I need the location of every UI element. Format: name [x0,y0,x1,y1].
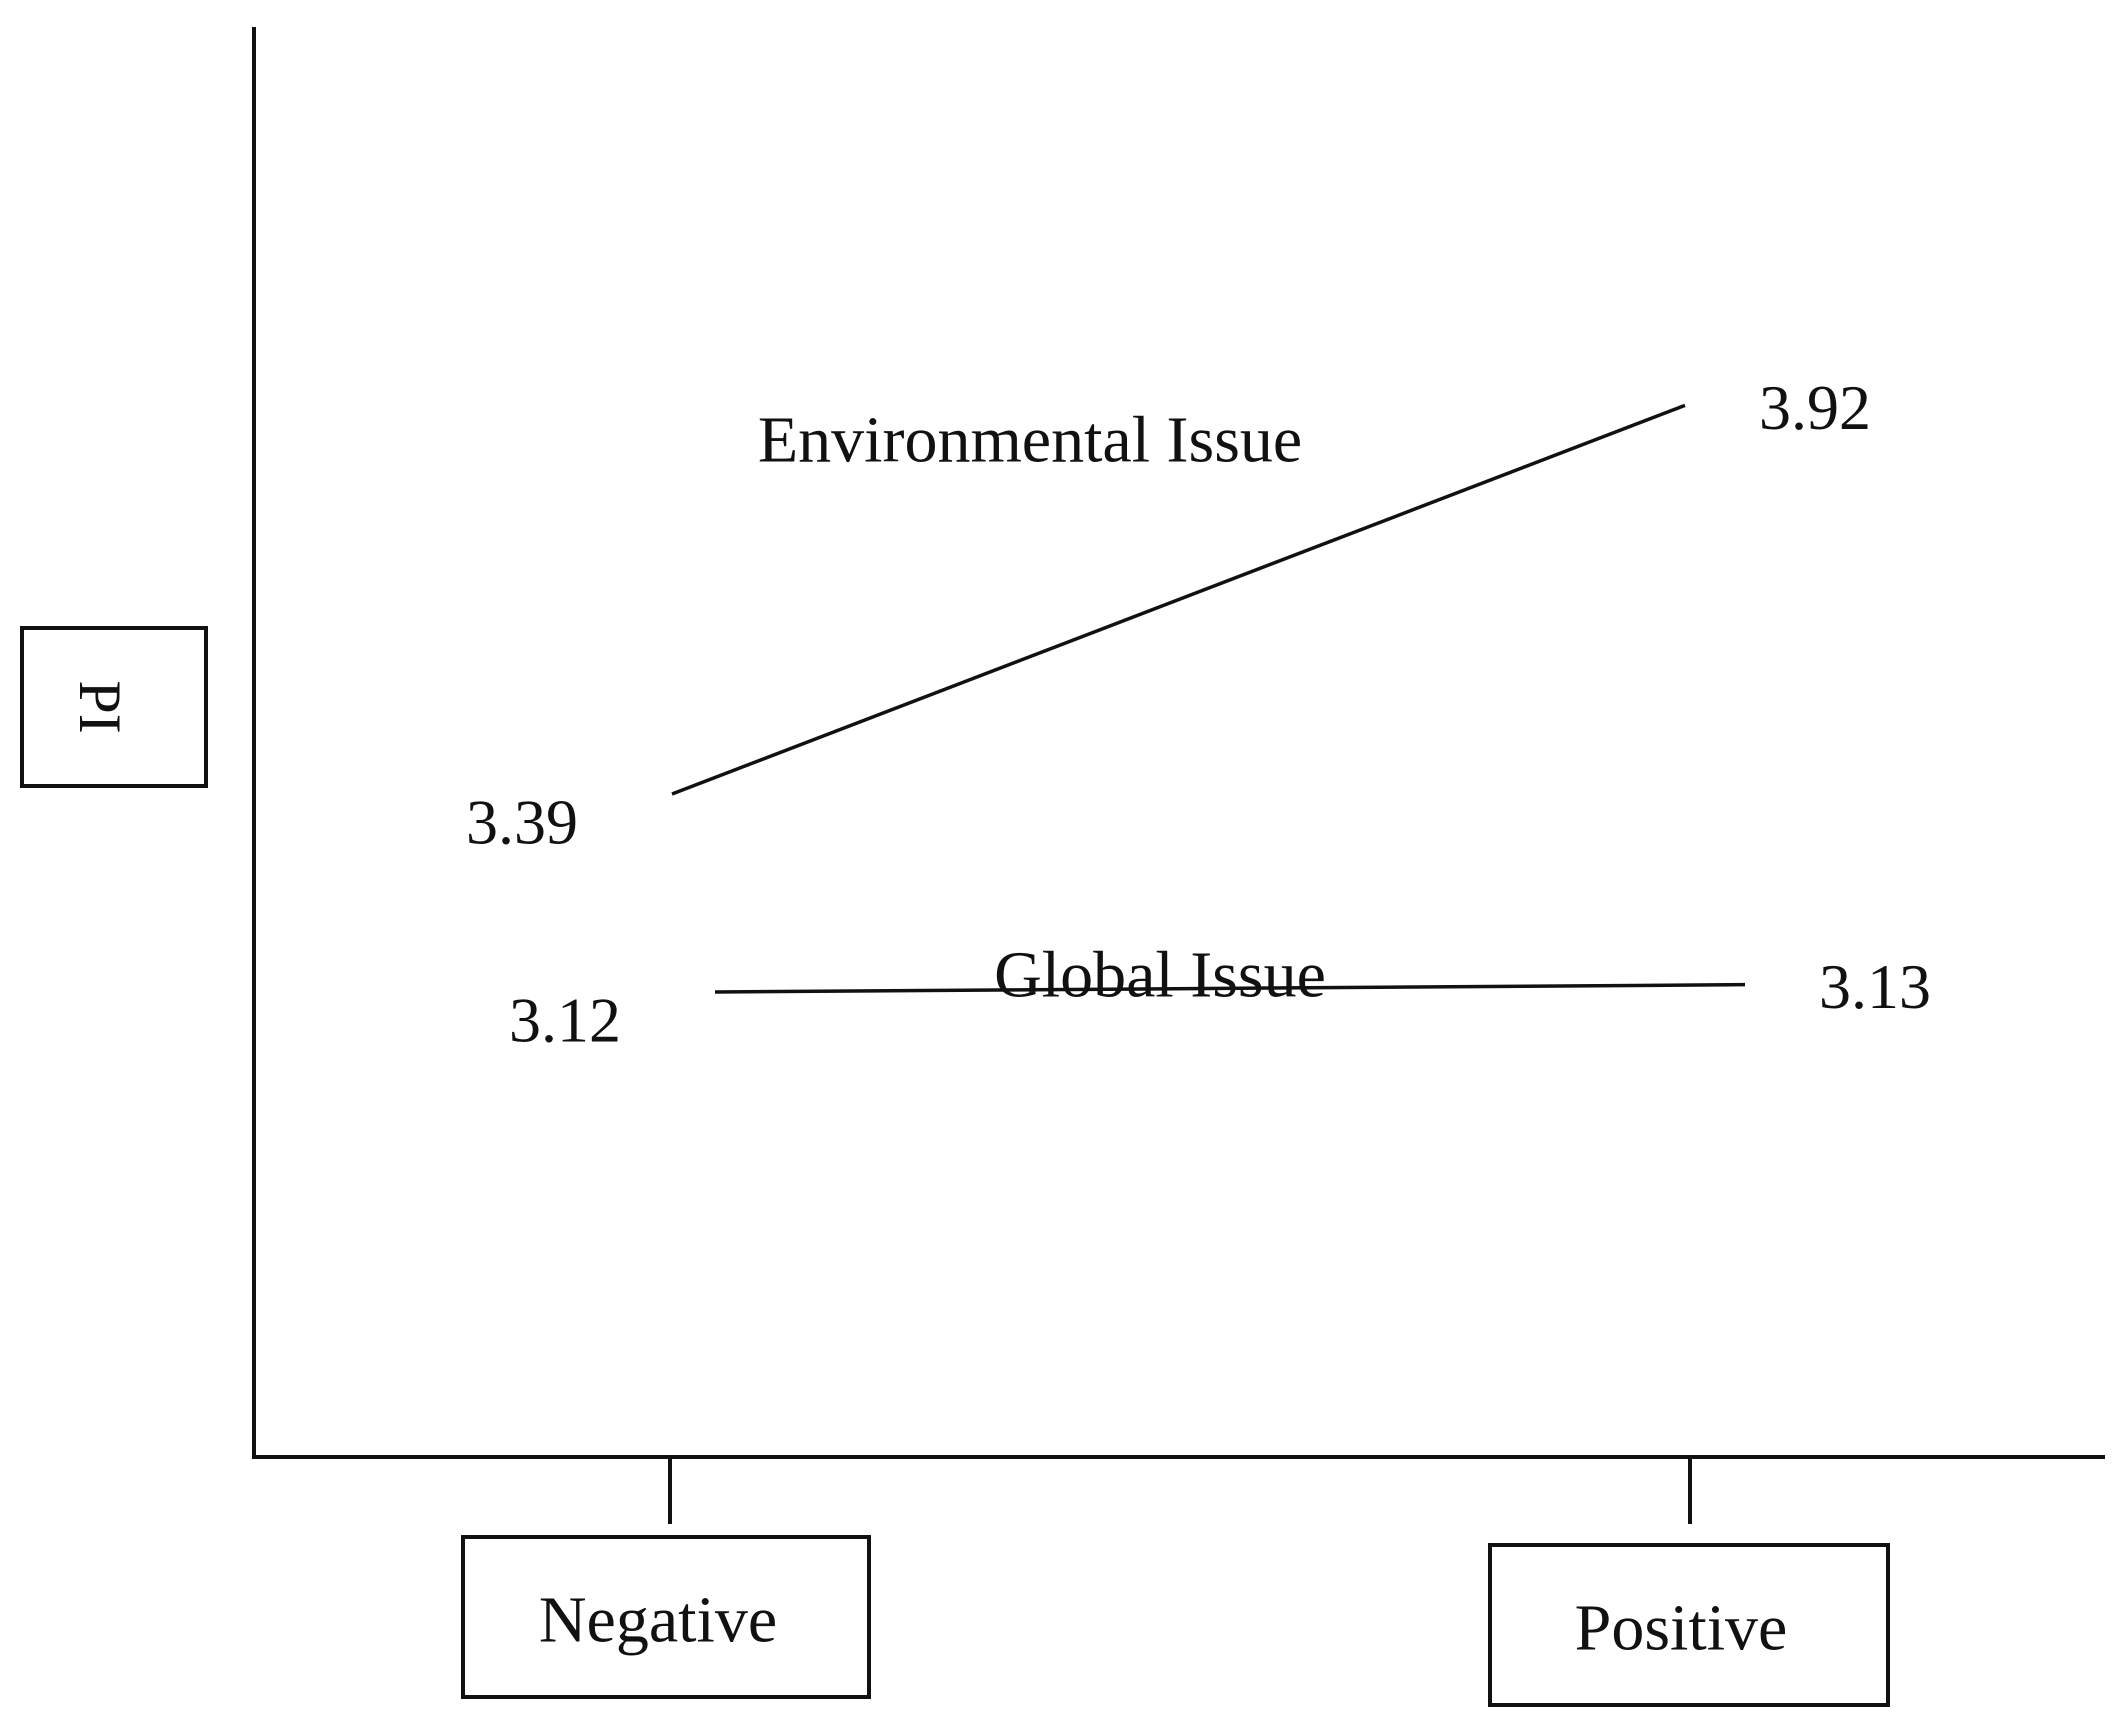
x-tick-label-box-positive: Positive [1488,1543,1890,1707]
x-tick-label: Negative [539,1584,777,1657]
data-label-global-issue-negative: 3.12 [509,985,621,1056]
series-name-environmental-issue: Environmental Issue [758,404,1302,477]
series-lines [671,403,1746,994]
series-line-environmental-issue [671,403,1686,796]
x-ticks: Negative Positive [461,1457,1890,1707]
data-labels: Environmental Issue 3.39 3.92 Global Issue 3… [466,372,1931,1056]
data-label-environmental-issue-positive: 3.92 [1759,372,1871,443]
series-name-global-issue: Global Issue [994,939,1326,1012]
x-tick-label-box-negative: Negative [461,1535,871,1699]
chart-axes [252,27,2105,1459]
y-axis-label: PI [67,680,133,733]
y-axis-label-box: PI [20,626,208,788]
x-tick-label: Positive [1575,1592,1788,1665]
data-label-environmental-issue-negative: 3.39 [466,787,578,858]
series-line-global-issue [714,982,1746,994]
data-label-global-issue-positive: 3.13 [1819,951,1931,1022]
